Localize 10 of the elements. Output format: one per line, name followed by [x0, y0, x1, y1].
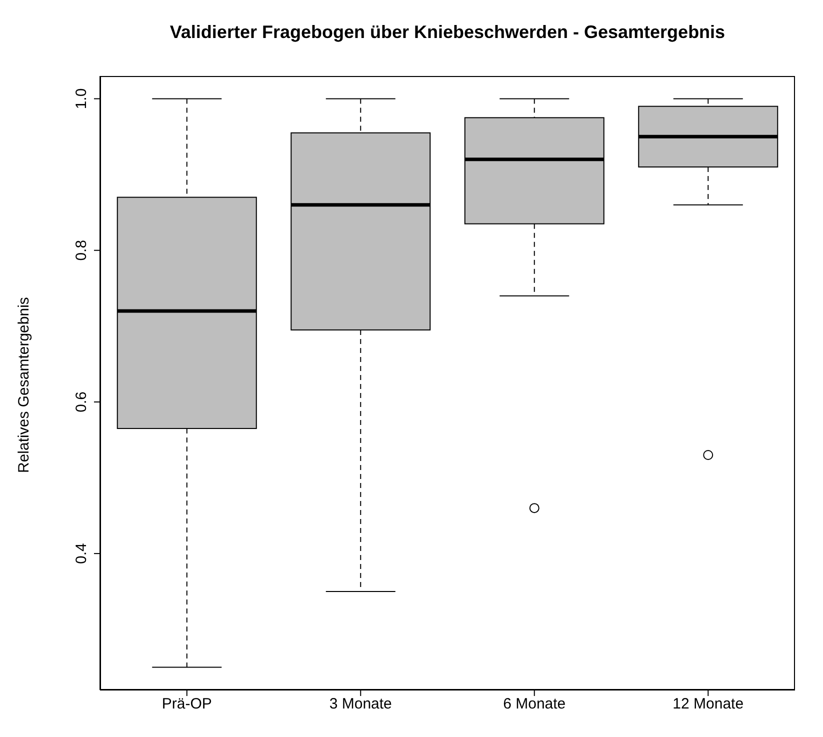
x-tick-label: 6 Monate [503, 696, 566, 713]
y-tick-label: 1.0 [73, 88, 90, 110]
x-tick-label: 12 Monate [672, 696, 744, 713]
x-tick-label: Prä-OP [162, 696, 212, 713]
chart-title: Validierter Fragebogen über Kniebeschwerden - Gesamtergebnis [168, 22, 726, 43]
x-tick-label: 3 Monate [329, 696, 392, 713]
y-tick-label: 0.6 [73, 392, 90, 412]
y-axis-title: Relatives Gesamtergebnis [15, 297, 32, 473]
y-tick-label: 0.8 [73, 240, 90, 261]
y-tick-label: 0.4 [73, 543, 90, 564]
